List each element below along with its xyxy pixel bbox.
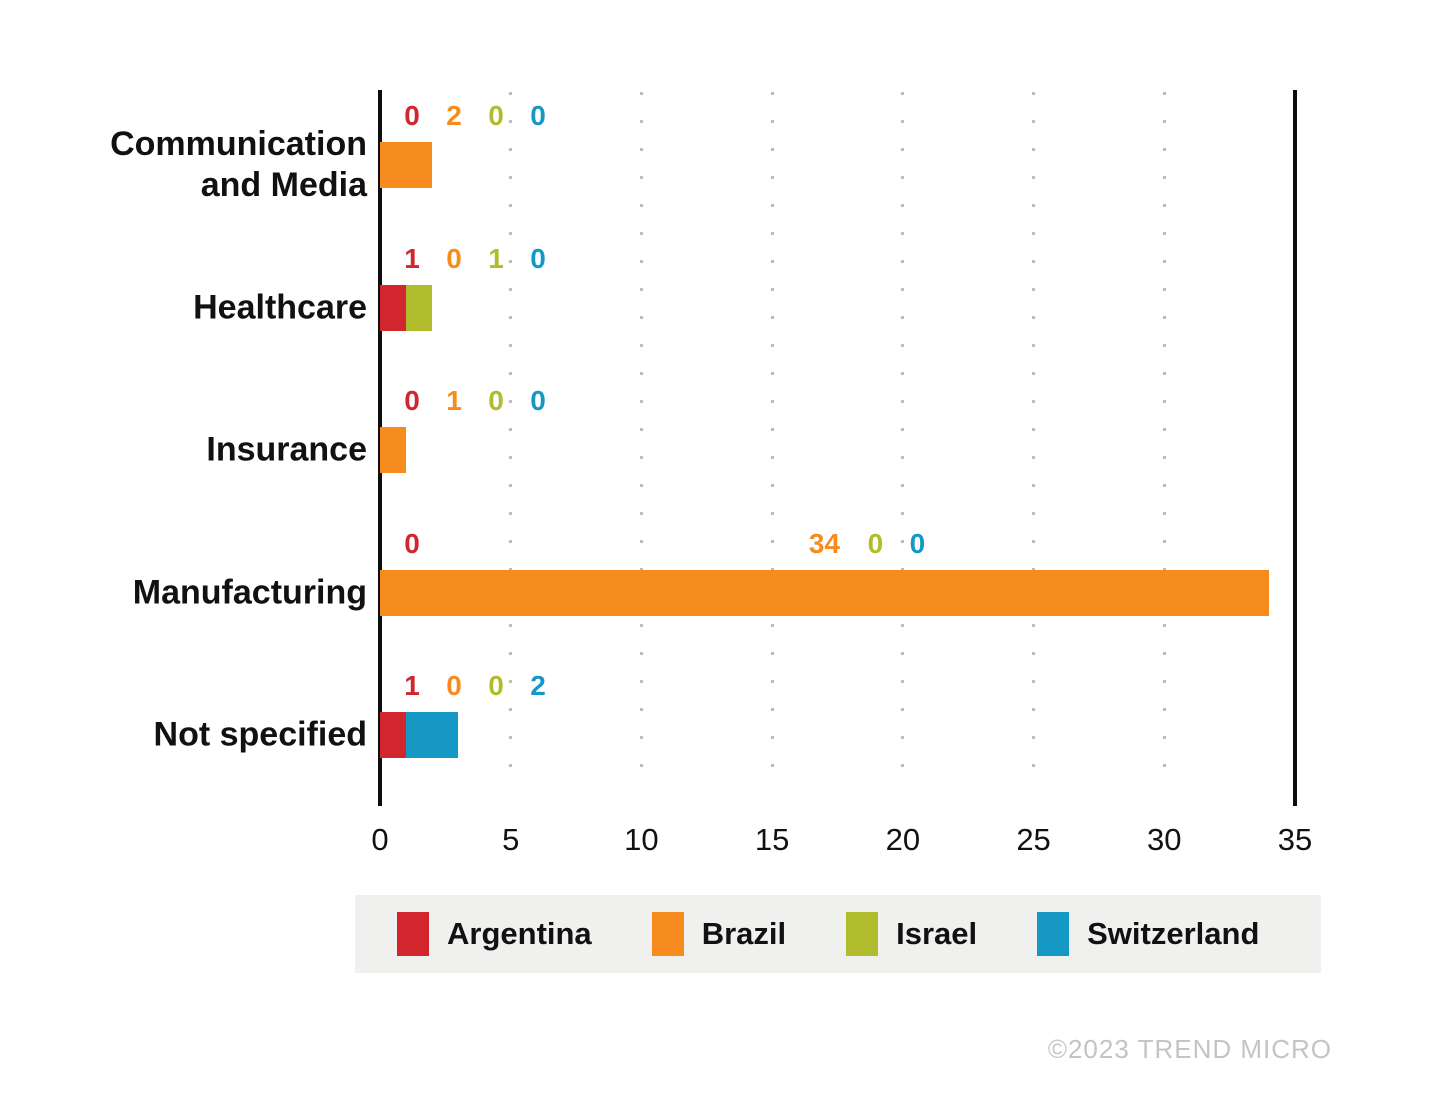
x-tick-30: 30 (1147, 822, 1182, 857)
value-label-israel-0: 0 (488, 100, 504, 131)
legend: Argentina Brazil Israel Switzerland (355, 895, 1321, 973)
x-tick-15: 15 (754, 822, 790, 857)
x-tick-0: 0 (371, 822, 389, 857)
legend-label-switzerland: Switzerland (1087, 916, 1260, 951)
legend-label-brazil: Brazil (701, 916, 787, 951)
bar-segment-brazil-0 (380, 142, 433, 188)
gridline-x-5 (509, 92, 513, 790)
bar-segment-israel-1 (406, 284, 433, 331)
x-tick-35: 35 (1277, 822, 1313, 857)
bar-segment-argentina-1 (380, 284, 407, 331)
category-label-3: Manufacturing (132, 573, 367, 612)
legend-swatch-brazil (651, 912, 684, 956)
value-label-switzerland-2: 0 (530, 385, 546, 417)
value-label-israel-2: 0 (488, 385, 504, 417)
value-label-argentina-1: 1 (404, 242, 420, 274)
value-label-israel-1: 1 (488, 242, 504, 274)
legend-swatch-argentina (397, 912, 429, 956)
gridline-x-15 (770, 92, 774, 790)
value-label-switzerland-0: 0 (530, 100, 546, 131)
legend-label-argentina: Argentina (447, 916, 592, 951)
value-label-argentina-3: 0 (404, 527, 420, 559)
gridline-x-20 (901, 92, 905, 790)
value-label-brazil-4: 0 (446, 670, 462, 702)
value-label-brazil-2: 1 (446, 385, 462, 417)
x-tick-5: 5 (502, 822, 520, 857)
legend-label-israel: Israel (896, 916, 978, 951)
category-label-2: Insurance (206, 430, 367, 469)
gridline-x-25 (1032, 92, 1036, 790)
copyright-text: ©2023 TREND MICRO (1047, 1034, 1332, 1064)
value-label-argentina-0: 0 (404, 100, 420, 131)
legend-item-brazil: Brazil (651, 912, 787, 956)
value-label-argentina-2: 0 (404, 385, 420, 417)
bar-segment-brazil-3 (380, 569, 1269, 616)
value-label-israel-4: 0 (488, 670, 504, 702)
value-label-switzerland-1: 0 (530, 242, 546, 274)
x-tick-20: 20 (885, 822, 921, 857)
gridline-x-10 (639, 92, 643, 790)
value-label-israel-3: 0 (867, 527, 884, 559)
gridline-x-30 (1162, 92, 1166, 790)
category-label-1: Healthcare (193, 288, 367, 327)
category-label-0: Communication and Media (110, 125, 367, 204)
legend-swatch-switzerland (1037, 912, 1070, 956)
legend-swatch-israel (846, 912, 879, 956)
value-label-brazil-1: 0 (446, 242, 462, 274)
value-label-brazil-0: 2 (446, 100, 462, 131)
category-label-4: Not specified (153, 715, 367, 754)
right-border-line (1293, 90, 1297, 806)
x-tick-25: 25 (1016, 822, 1051, 857)
value-label-argentina-4: 1 (404, 670, 420, 702)
x-tick-10: 10 (624, 822, 659, 857)
value-label-brazil-3: 34 (808, 527, 840, 559)
value-label-switzerland-4: 2 (530, 670, 546, 702)
bar-segment-switzerland-4 (406, 712, 459, 759)
legend-item-switzerland: Switzerland (1037, 912, 1259, 956)
legend-item-argentina: Argentina (397, 912, 592, 956)
legend-item-israel: Israel (846, 912, 977, 956)
bar-segment-brazil-2 (380, 427, 407, 474)
bar-segment-argentina-4 (380, 712, 407, 759)
value-label-switzerland-3: 0 (909, 527, 926, 559)
